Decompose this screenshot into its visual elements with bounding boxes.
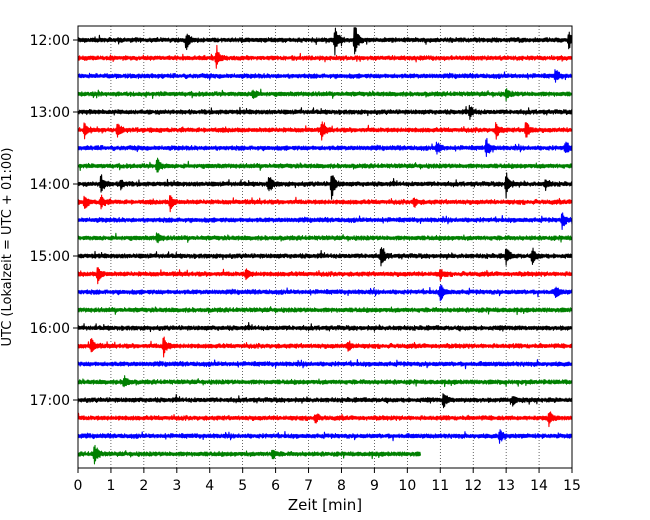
x-tick-label: 7 bbox=[304, 478, 313, 494]
y-axis: 12:00 13:00 14:00 15:00 16:00 17:00 bbox=[30, 33, 78, 409]
trace-1745 bbox=[77, 444, 422, 465]
y-tick-label: 17:00 bbox=[30, 393, 70, 409]
x-tick-label: 2 bbox=[139, 478, 148, 494]
y-tick-label: 14:00 bbox=[30, 177, 70, 193]
x-tick-label: 12 bbox=[464, 478, 482, 494]
x-tick-label: 8 bbox=[337, 478, 346, 494]
y-axis-title: UTC (Lokalzeit = UTC + 01:00) bbox=[0, 148, 15, 347]
trace-1615 bbox=[77, 336, 573, 358]
trace-1430 bbox=[77, 212, 573, 230]
x-axis-title: Zeit [min] bbox=[288, 496, 362, 514]
trace-1515 bbox=[77, 267, 573, 285]
trace-1500 bbox=[77, 247, 573, 267]
trace-1445 bbox=[77, 232, 573, 244]
trace-1545 bbox=[77, 306, 573, 316]
trace-1345 bbox=[77, 157, 573, 173]
trace-1200 bbox=[77, 27, 573, 56]
trace-1300 bbox=[77, 104, 573, 120]
x-tick-label: 11 bbox=[431, 478, 449, 494]
x-axis: 0 1 2 3 4 5 6 7 8 9 10 11 12 13 14 15 bbox=[74, 468, 581, 494]
x-tick-label: 0 bbox=[74, 478, 83, 494]
trace-1530 bbox=[77, 284, 573, 302]
trace-1645 bbox=[77, 375, 573, 388]
x-tick-label: 13 bbox=[497, 478, 515, 494]
trace-1600 bbox=[77, 322, 573, 333]
trace-1230 bbox=[77, 69, 573, 83]
x-tick-label: 9 bbox=[370, 478, 379, 494]
trace-1400 bbox=[77, 172, 573, 200]
x-tick-label: 5 bbox=[238, 478, 247, 494]
plot-frame bbox=[77, 25, 573, 469]
x-tick-label: 14 bbox=[530, 478, 548, 494]
trace-1315 bbox=[77, 121, 573, 141]
x-tick-label: 4 bbox=[205, 478, 214, 494]
trace-1730 bbox=[77, 429, 573, 444]
trace-1630 bbox=[77, 358, 573, 370]
x-tick-label: 10 bbox=[398, 478, 416, 494]
traces-layer bbox=[77, 27, 573, 465]
y-tick-label: 15:00 bbox=[30, 249, 70, 265]
x-tick-label: 1 bbox=[106, 478, 115, 494]
trace-1245 bbox=[77, 88, 573, 102]
trace-1715 bbox=[77, 411, 573, 428]
x-tick-label: 15 bbox=[563, 478, 581, 494]
trace-1330 bbox=[77, 137, 573, 158]
trace-1215 bbox=[77, 44, 573, 69]
x-tick-label: 6 bbox=[271, 478, 280, 494]
y-tick-label: 12:00 bbox=[30, 33, 70, 49]
x-tick-label: 3 bbox=[172, 478, 181, 494]
y-tick-label: 13:00 bbox=[30, 105, 70, 121]
trace-1415 bbox=[77, 194, 573, 213]
trace-1700 bbox=[77, 393, 573, 409]
y-tick-label: 16:00 bbox=[30, 321, 70, 337]
